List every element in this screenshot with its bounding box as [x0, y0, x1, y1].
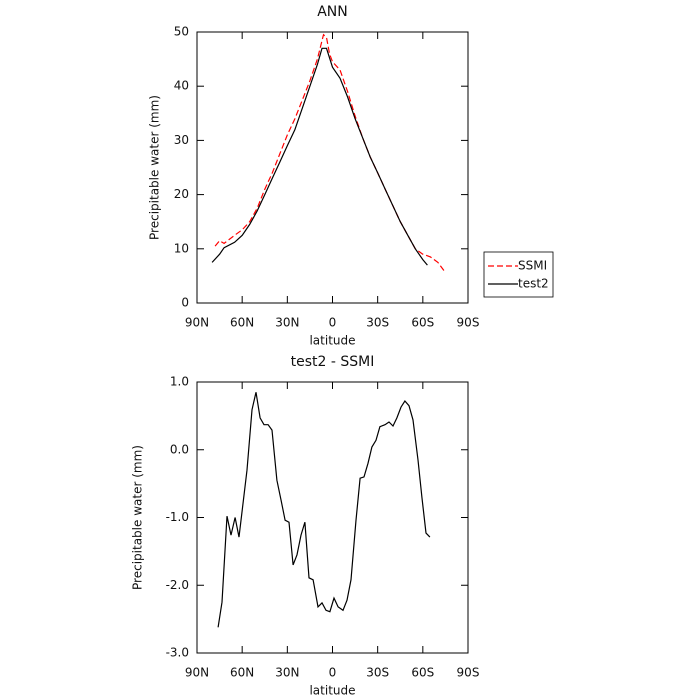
- x-tick-label: 60S: [411, 316, 434, 330]
- y-tick-label: 40: [174, 79, 189, 93]
- x-tick-label: 30N: [275, 316, 299, 330]
- y-axis-label: Precipitable water (mm): [148, 95, 162, 240]
- x-tick-label: 60S: [411, 666, 434, 680]
- data-line: [211, 47, 428, 266]
- y-tick-label: 30: [174, 133, 189, 147]
- legend-box: [483, 251, 554, 298]
- y-tick-label: -1.0: [166, 510, 189, 524]
- y-tick-label: 0.0: [170, 442, 189, 456]
- data-line: [217, 392, 431, 628]
- y-tick-label: 0: [181, 296, 189, 310]
- plot-frame: [196, 381, 469, 654]
- y-tick-label: 1.0: [170, 375, 189, 389]
- x-tick-label: 0: [329, 316, 337, 330]
- x-tick-label: 90S: [457, 316, 480, 330]
- x-tick-label: 0: [329, 666, 337, 680]
- y-axis-label: Precipitable water (mm): [131, 445, 145, 590]
- y-tick-label: 20: [174, 187, 189, 201]
- y-tick-label: -2.0: [166, 578, 189, 592]
- x-tick-label: 30N: [275, 666, 299, 680]
- data-line: [214, 33, 445, 271]
- x-axis-label: latitude: [309, 334, 355, 348]
- chart-title: test2 - SSMI: [291, 354, 375, 370]
- legend-label: test2: [518, 277, 549, 291]
- x-tick-label: 90N: [185, 316, 209, 330]
- x-axis-label: latitude: [309, 684, 355, 698]
- y-tick-label: -3.0: [166, 646, 189, 660]
- x-tick-label: 60N: [230, 316, 254, 330]
- plot-frame: [196, 31, 469, 304]
- x-tick-label: 90S: [457, 666, 480, 680]
- y-tick-label: 10: [174, 241, 189, 255]
- legend-label: SSMI: [518, 259, 547, 273]
- x-tick-label: 60N: [230, 666, 254, 680]
- x-tick-label: 30S: [366, 666, 389, 680]
- chart-title: ANN: [317, 4, 348, 20]
- x-tick-label: 30S: [366, 316, 389, 330]
- x-tick-label: 90N: [185, 666, 209, 680]
- y-tick-label: 50: [174, 25, 189, 39]
